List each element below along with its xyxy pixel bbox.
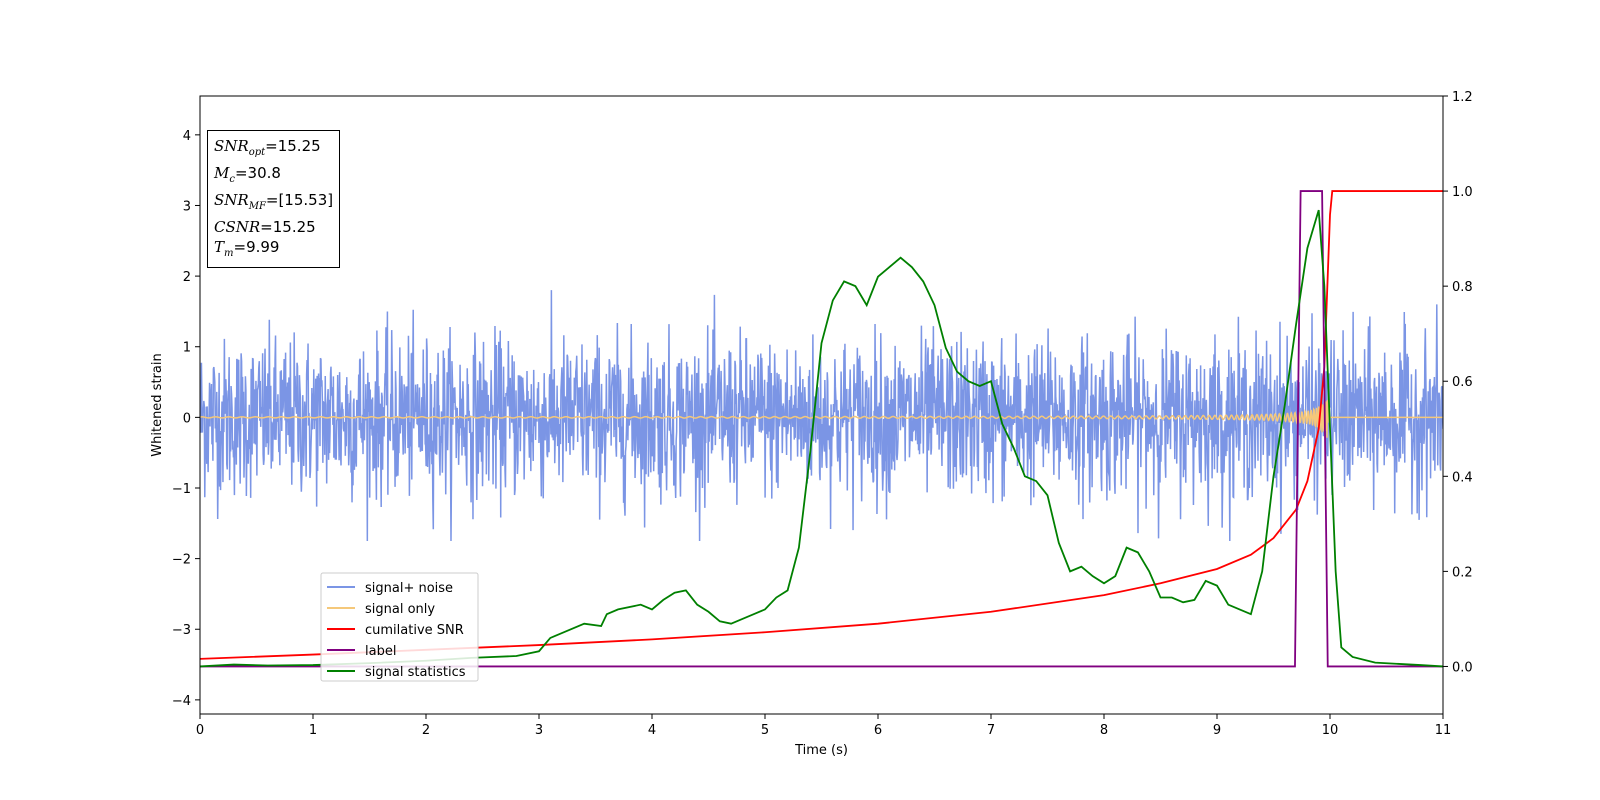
x-tick-label: 3 <box>535 723 543 738</box>
y-tick-label: 2 <box>183 270 191 285</box>
plot-frame <box>199 95 1444 715</box>
legend-label: signal statistics <box>365 665 466 680</box>
legend-label: signal only <box>365 602 435 617</box>
x-tick-label: 11 <box>1435 723 1452 738</box>
y-tick-label: −1 <box>172 482 191 497</box>
y-tick-label: 4 <box>183 129 191 144</box>
y-tick-label: 3 <box>183 199 191 214</box>
legend-label: signal+ noise <box>365 581 453 596</box>
y-tick-label: −4 <box>172 694 191 709</box>
annotation-box: SNRopt=15.25 Mc=30.8 SNRMF=[15.53] CSNR=… <box>207 130 341 268</box>
x-tick-label: 8 <box>1100 723 1108 738</box>
axes-layer: 0 1 2 3 4 5 6 7 8 9 10 11 −4 −3 −2 −1 0 1 2 3 4 0.0 0.2 0.4 0.6 0… <box>172 90 1473 738</box>
x-tick-label: 7 <box>987 723 995 738</box>
x-tick-label: 10 <box>1322 723 1339 738</box>
x-tick-label: 4 <box>648 723 656 738</box>
y-axis-label: Whitened strain <box>150 353 165 456</box>
y2-tick-label: 0.8 <box>1452 280 1473 295</box>
x-tick-label: 9 <box>1213 723 1221 738</box>
snr-mf-annotation: SNRMF=[15.53] <box>214 191 334 212</box>
x-axis-label: Time (s) <box>794 743 848 758</box>
y2-tick-label: 0.0 <box>1452 660 1473 675</box>
y-tick-label: 1 <box>183 341 191 356</box>
x-tick-label: 6 <box>874 723 882 738</box>
y2-tick-label: 1.0 <box>1452 185 1473 200</box>
x-tick-label: 5 <box>761 723 769 738</box>
chirp-mass-annotation: Mc=30.8 <box>214 164 281 185</box>
series-signal-statistics-line <box>200 209 1443 668</box>
series-label-line <box>200 190 1443 668</box>
legend-label: cumilative SNR <box>365 623 464 638</box>
series-signal-noise-line <box>200 290 1443 541</box>
legend-frame <box>320 572 479 682</box>
merger-time-annotation: Tm=9.99 <box>214 238 280 259</box>
csnr-annotation: CSNR=15.25 <box>214 218 316 236</box>
x-tick-label: 0 <box>196 723 204 738</box>
y2-tick-label: 0.6 <box>1452 375 1473 390</box>
series-signal-only-line <box>200 387 1443 438</box>
x-tick-label: 1 <box>309 723 317 738</box>
y2-tick-label: 1.2 <box>1452 90 1473 105</box>
legend-label: label <box>365 644 396 659</box>
y-tick-label: 0 <box>183 411 191 426</box>
y2-tick-label: 0.4 <box>1452 470 1473 485</box>
x-tick-label: 2 <box>422 723 430 738</box>
y2-tick-label: 0.2 <box>1452 565 1473 580</box>
snr-opt-annotation: SNRopt=15.25 <box>214 137 321 158</box>
y-tick-label: −3 <box>172 623 191 638</box>
legend: signal+ noise signal only cumilative SNR la… <box>320 572 479 682</box>
series-layer <box>200 190 1443 668</box>
y-tick-label: −2 <box>172 553 191 568</box>
